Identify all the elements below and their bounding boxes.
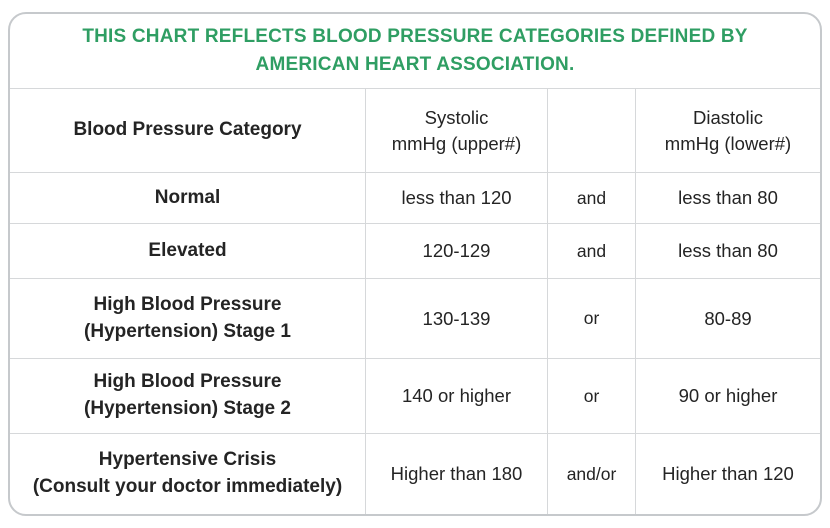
cell-category: Elevated: [10, 223, 365, 278]
cell-diastolic: 80-89: [635, 278, 820, 358]
cell-systolic: less than 120: [365, 172, 547, 223]
cell-connector: and: [547, 223, 635, 278]
cell-systolic: 120-129: [365, 223, 547, 278]
col-header-category: Blood Pressure Category: [10, 88, 365, 172]
cell-connector: and: [547, 172, 635, 223]
col-header-connector: [547, 88, 635, 172]
cell-connector: or: [547, 358, 635, 433]
cell-diastolic: less than 80: [635, 223, 820, 278]
cell-category: Hypertensive Crisis (Consult your doctor…: [10, 433, 365, 514]
col-header-diastolic: Diastolic mmHg (lower#): [635, 88, 820, 172]
cell-systolic: 130-139: [365, 278, 547, 358]
bp-table: Blood Pressure Category Systolic mmHg (u…: [10, 88, 820, 514]
cell-systolic: Higher than 180: [365, 433, 547, 514]
cell-diastolic: Higher than 120: [635, 433, 820, 514]
col-header-systolic: Systolic mmHg (upper#): [365, 88, 547, 172]
cell-connector: or: [547, 278, 635, 358]
cell-category: Normal: [10, 172, 365, 223]
cell-category: High Blood Pressure (Hypertension) Stage…: [10, 278, 365, 358]
cell-diastolic: less than 80: [635, 172, 820, 223]
bp-chart-card: THIS CHART REFLECTS BLOOD PRESSURE CATEG…: [8, 12, 822, 516]
cell-systolic: 140 or higher: [365, 358, 547, 433]
cell-diastolic: 90 or higher: [635, 358, 820, 433]
cell-category: High Blood Pressure (Hypertension) Stage…: [10, 358, 365, 433]
chart-title: THIS CHART REFLECTS BLOOD PRESSURE CATEG…: [82, 25, 748, 76]
cell-connector: and/or: [547, 433, 635, 514]
